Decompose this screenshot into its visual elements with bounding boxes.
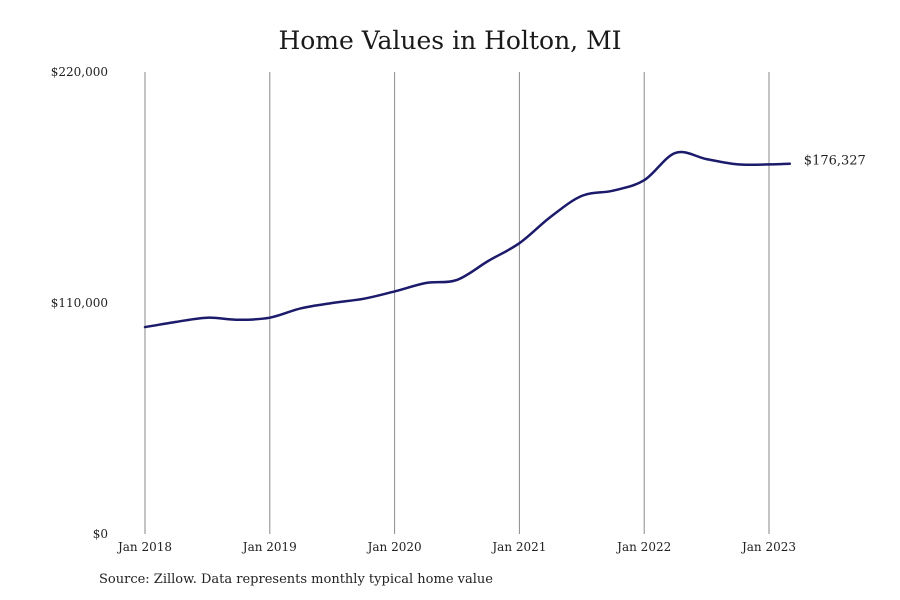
chart-title: Home Values in Holton, MI bbox=[278, 26, 622, 55]
x-tick-label: Jan 2023 bbox=[740, 540, 796, 554]
y-tick-label: $110,000 bbox=[51, 296, 108, 310]
gridlines bbox=[144, 72, 770, 534]
x-tick-label: Jan 2018 bbox=[116, 540, 172, 554]
x-axis: Jan 2018 Jan 2019 Jan 2020 Jan 2021 Jan 2022… bbox=[116, 540, 796, 554]
y-axis: $0 $110,000 $220,000 bbox=[51, 65, 108, 541]
y-tick-label: $0 bbox=[93, 527, 108, 541]
x-tick-label: Jan 2019 bbox=[241, 540, 297, 554]
last-value-label: $176,327 bbox=[804, 154, 866, 169]
source-note: Source: Zillow. Data represents monthly … bbox=[99, 572, 493, 587]
home-value-line bbox=[143, 150, 792, 329]
x-tick-label: Jan 2021 bbox=[490, 540, 546, 554]
x-tick-label: Jan 2020 bbox=[366, 540, 422, 554]
y-tick-label: $220,000 bbox=[51, 65, 108, 79]
x-tick-label: Jan 2022 bbox=[615, 540, 671, 554]
